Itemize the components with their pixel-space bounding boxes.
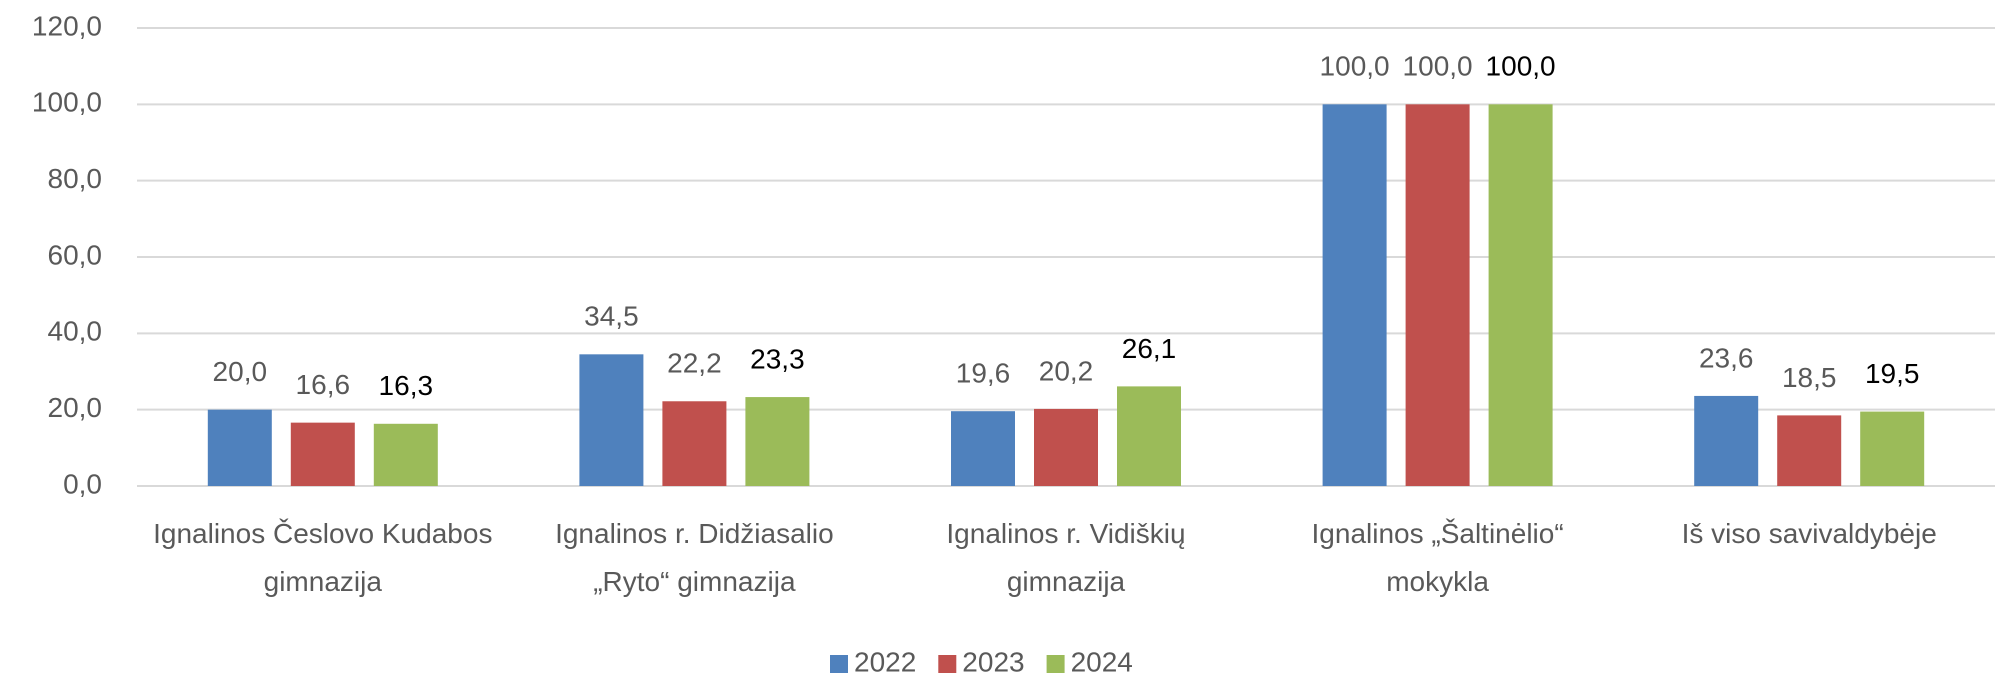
value-label: 18,5 bbox=[1782, 362, 1837, 393]
legend-label: 2024 bbox=[1071, 646, 1133, 677]
bar bbox=[745, 397, 810, 486]
y-tick-label: 60,0 bbox=[48, 239, 103, 270]
bar bbox=[1117, 386, 1181, 486]
value-label: 23,3 bbox=[750, 343, 805, 374]
value-label: 23,6 bbox=[1699, 342, 1754, 373]
y-tick-label: 120,0 bbox=[32, 10, 102, 41]
x-tick-label: Iš viso savivaldybėje bbox=[1681, 518, 1937, 549]
value-label: 100,0 bbox=[1486, 51, 1556, 82]
value-label: 100,0 bbox=[1320, 51, 1390, 82]
legend-swatch bbox=[830, 655, 848, 673]
bar bbox=[579, 354, 644, 486]
value-label: 16,6 bbox=[296, 369, 351, 400]
value-label: 26,1 bbox=[1122, 333, 1177, 364]
bar bbox=[373, 423, 438, 486]
bar bbox=[1860, 411, 1925, 486]
x-tick-label: Ignalinos „Šaltinėlio“ mokykla bbox=[1311, 518, 1564, 597]
y-tick-label: 20,0 bbox=[48, 392, 103, 423]
y-tick-label: 0,0 bbox=[63, 468, 102, 499]
value-label: 19,6 bbox=[956, 358, 1011, 389]
legend-swatch bbox=[1046, 655, 1065, 673]
value-label: 19,5 bbox=[1865, 358, 1920, 389]
bar bbox=[1034, 408, 1098, 486]
bar bbox=[207, 409, 272, 486]
bar bbox=[1777, 415, 1842, 486]
x-tick-label: Ignalinos Česlovo Kudabos gimnazija bbox=[153, 518, 493, 597]
x-tick-label: Ignalinos r. Didžiasalio „Ryto“ gimnazij… bbox=[555, 518, 834, 597]
legend-swatch bbox=[938, 655, 957, 673]
y-tick-label: 100,0 bbox=[32, 87, 102, 118]
x-tick-label: Ignalinos r. Vidiškių gimnazija bbox=[946, 518, 1186, 597]
y-tick-label: 80,0 bbox=[48, 163, 103, 194]
y-tick-label: 40,0 bbox=[48, 316, 103, 347]
bar bbox=[1322, 104, 1387, 486]
value-label: 100,0 bbox=[1403, 51, 1473, 82]
bar bbox=[1488, 104, 1553, 486]
value-label: 20,0 bbox=[213, 356, 268, 387]
value-label: 20,2 bbox=[1039, 355, 1094, 386]
bar bbox=[1694, 395, 1759, 486]
value-label: 22,2 bbox=[667, 348, 722, 379]
legend-label: 2023 bbox=[962, 646, 1024, 677]
bar bbox=[662, 401, 727, 486]
bar bbox=[1405, 104, 1470, 486]
legend-label: 2022 bbox=[854, 646, 916, 677]
bar bbox=[290, 422, 355, 486]
bar bbox=[951, 411, 1015, 486]
value-label: 34,5 bbox=[584, 301, 639, 332]
value-label: 16,3 bbox=[379, 370, 434, 401]
